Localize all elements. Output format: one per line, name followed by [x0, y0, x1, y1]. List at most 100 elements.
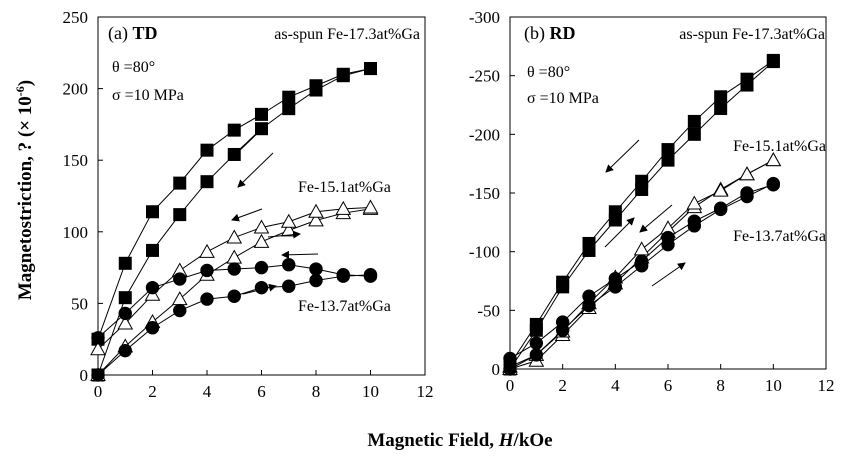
data-point-as-spun-fe-17-3at-ga-up [173, 208, 187, 222]
data-point-fe-13-7at-ga-down [555, 315, 570, 329]
x-tick-label: 2 [148, 382, 157, 401]
data-point-as-spun-fe-17-3at-ga-down [714, 90, 728, 104]
theta-label: θ =80° [527, 64, 570, 81]
y-tick-label: 0 [80, 366, 89, 385]
y-axis-title-text: Magnetostriction, ? (× 10 [15, 96, 36, 300]
sweep-direction-arrow [281, 250, 319, 259]
sweep-direction-arrow [605, 139, 640, 173]
series-layer [502, 53, 782, 376]
x-tick-label: 10 [362, 382, 379, 401]
data-point-as-spun-fe-17-3at-ga-down [582, 236, 596, 250]
data-point-as-spun-fe-17-3at-ga-up [714, 102, 728, 116]
data-point-fe-15-1at-ga-down [199, 243, 215, 258]
sweep-direction-arrow [267, 230, 301, 239]
x-tick-label: 0 [94, 382, 103, 401]
panel-td: 0 2 4 6 8 10 12 0 50 100 150 200 250 (a) TD as-spun … [63, 8, 434, 401]
panel-label-prefix: (a) [108, 23, 132, 44]
sweep-direction-arrow [242, 283, 277, 295]
x-tick-label: 12 [417, 382, 434, 401]
data-point-fe-15-1at-ga-down [308, 203, 324, 218]
data-point-fe-13-7at-ga-up [200, 292, 214, 306]
panel-label-direction: TD [132, 23, 157, 43]
y-tick-label: 50 [71, 294, 88, 313]
data-point-fe-13-7at-ga-up [282, 279, 296, 293]
data-point-fe-13-7at-ga-down [740, 186, 754, 200]
axis-ticks: 0 2 4 6 8 10 12 0 50 100 150 200 250 [63, 8, 434, 401]
data-point-fe-13-7at-ga-down [91, 331, 105, 345]
data-point-fe-13-7at-ga-up [529, 348, 544, 362]
data-point-as-spun-fe-17-3at-ga-down [556, 275, 570, 289]
data-point-fe-13-7at-ga-down [309, 262, 323, 276]
data-point-as-spun-fe-17-3at-ga-down [766, 53, 780, 67]
y-tick-label: 100 [63, 223, 89, 242]
data-point-fe-15-1at-ga-up [280, 222, 297, 237]
y-axis-title: Magnetostriction, ? (× 10-6) [13, 80, 36, 300]
data-point-fe-15-1at-ga-up [171, 291, 188, 306]
label-fe-15-1: Fe-15.1at%Ga [733, 138, 826, 155]
data-point-as-spun-fe-17-3at-ga-down [635, 174, 649, 188]
data-point-as-spun-fe-17-3at-ga-down [608, 205, 622, 219]
x-axis-title-variable: H [498, 430, 515, 451]
x-tick-label: 0 [506, 376, 515, 395]
data-point-fe-13-7at-ga-up [309, 273, 323, 288]
theta-label: θ =80° [112, 59, 155, 76]
x-tick-label: 8 [716, 376, 725, 395]
data-point-fe-15-1at-ga-down [362, 199, 379, 214]
data-point-fe-15-1at-ga-down [226, 229, 243, 244]
sigma-label: σ =10 MPa [112, 87, 184, 104]
x-axis-title-text: Magnetic Field, [367, 430, 498, 451]
data-point-as-spun-fe-17-3at-ga-down [173, 176, 187, 190]
x-tick-label: 2 [558, 376, 567, 395]
panel-label: (b) RD [524, 23, 576, 44]
sample-label: as-spun Fe-17.3at%Ga [679, 26, 825, 43]
data-point-fe-15-1at-ga-up [308, 212, 324, 227]
x-tick-label: 10 [765, 376, 782, 395]
data-point-fe-13-7at-ga-down [363, 269, 378, 283]
data-point-fe-15-1at-ga-down [712, 182, 729, 197]
data-point-fe-13-7at-ga-down [634, 254, 649, 268]
x-axis-title-unit: /kOe [513, 430, 553, 451]
data-point-fe-15-1at-ga-down [90, 341, 106, 356]
data-point-fe-15-1at-ga-up [253, 233, 270, 248]
data-point-as-spun-fe-17-3at-ga-down [687, 114, 701, 128]
data-point-as-spun-fe-17-3at-ga-down [118, 256, 132, 270]
label-fe-13-7: Fe-13.7at%Ga [298, 298, 391, 315]
data-point-fe-13-7at-ga-down [200, 263, 214, 278]
arrow-layer [604, 139, 686, 287]
data-point-as-spun-fe-17-3at-ga-down [255, 107, 268, 121]
panel-label-prefix: (b) [524, 23, 550, 44]
data-point-as-spun-fe-17-3at-ga-up [200, 175, 214, 189]
data-point-as-spun-fe-17-3at-ga-down [740, 72, 754, 86]
data-point-fe-15-1at-ga-down [117, 315, 134, 330]
x-tick-label: 4 [203, 382, 212, 401]
x-tick-label: 6 [664, 376, 673, 395]
data-point-fe-13-7at-ga-down [227, 262, 241, 276]
data-point-as-spun-fe-17-3at-ga-up [282, 102, 296, 116]
data-point-fe-13-7at-ga-up [118, 343, 132, 358]
x-axis-title: Magnetic Field, H/kOe [367, 430, 552, 451]
y-tick-label: 0 [492, 360, 501, 379]
sweep-direction-arrow [236, 125, 266, 154]
data-point-fe-13-7at-ga-down [766, 178, 781, 192]
data-point-fe-13-7at-ga-down [503, 351, 517, 366]
y-tick-label: -150 [469, 184, 500, 203]
y-tick-label: -200 [469, 125, 500, 144]
data-point-fe-15-1at-ga-down [739, 166, 755, 181]
sweep-direction-arrow [237, 152, 274, 188]
series-line-fe-13-7at-ga-up [509, 183, 774, 370]
data-point-fe-13-7at-ga-down [254, 260, 269, 275]
data-point-fe-15-1at-ga-down [633, 241, 650, 256]
y-tick-label: 200 [63, 80, 89, 99]
panel-label: (a) TD [108, 23, 158, 44]
label-fe-13-7: Fe-13.7at%Ga [733, 228, 826, 245]
data-point-as-spun-fe-17-3at-ga-down [364, 62, 377, 76]
panel-label-direction: RD [550, 23, 576, 43]
axis-ticks: 0 2 4 6 8 10 12 0 -50 -100 -150 -200 -250 -300 [469, 8, 835, 395]
data-point-as-spun-fe-17-3at-ga-up [227, 147, 241, 161]
data-point-fe-13-7at-ga-down [145, 280, 160, 295]
data-point-fe-15-1at-ga-down [253, 219, 270, 234]
data-point-fe-13-7at-ga-down [529, 336, 544, 350]
data-point-fe-13-7at-ga-up [91, 368, 105, 382]
data-point-fe-13-7at-ga-up [173, 303, 187, 318]
